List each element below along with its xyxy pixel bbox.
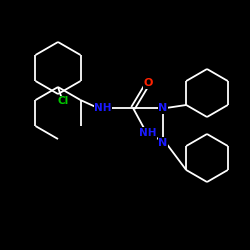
Text: NH: NH xyxy=(94,103,112,113)
Text: NH: NH xyxy=(139,128,157,138)
Text: N: N xyxy=(158,138,168,148)
Text: O: O xyxy=(143,78,153,88)
Text: Cl: Cl xyxy=(57,96,68,106)
Text: N: N xyxy=(158,103,168,113)
